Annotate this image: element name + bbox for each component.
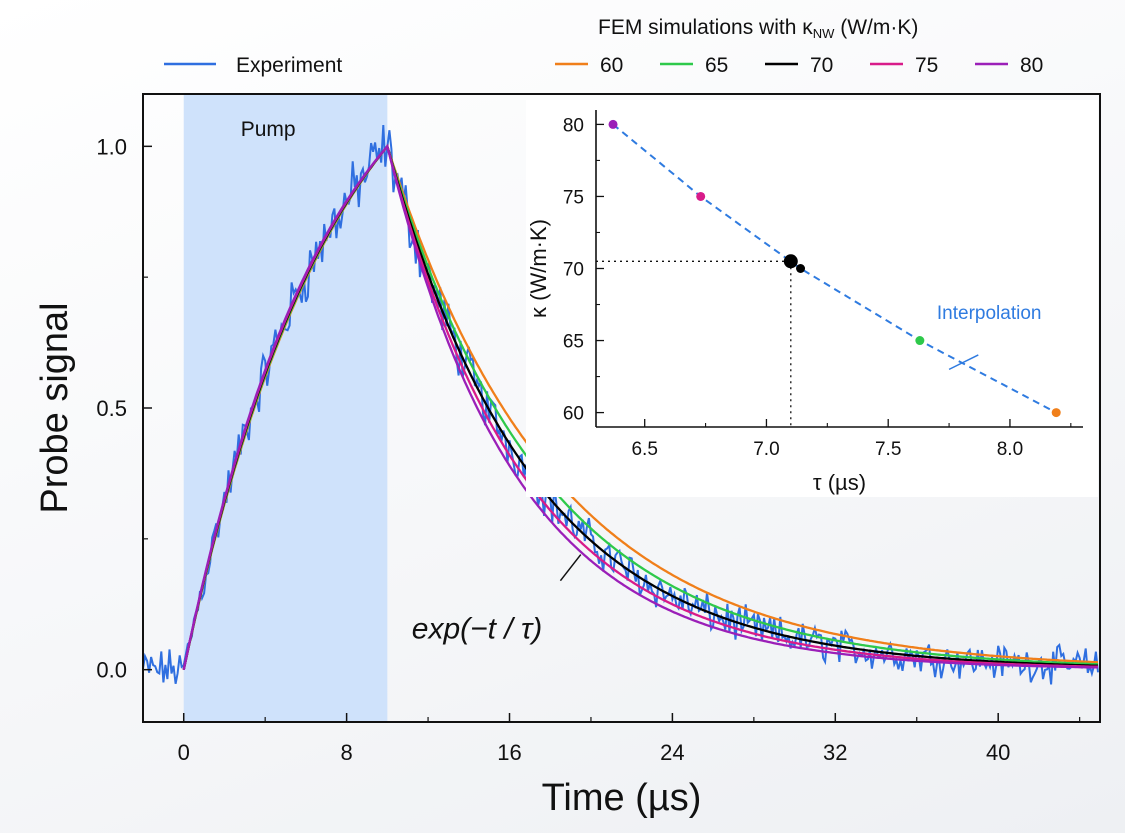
main-axes-ticks: 0 8 16 24 32 40 0.0 0.5 1.0 — [96, 134, 1081, 765]
series-fem-80-line — [182, 143, 1099, 670]
inset-axes: 6.5 7.0 7.5 8.0 60 65 70 75 80 — [563, 110, 1083, 460]
x-tick-label: 0 — [178, 740, 190, 765]
legend-fem-65-label: 65 — [705, 54, 728, 77]
legend-fem-70-label: 70 — [810, 54, 833, 77]
interpolation-pointer — [948, 354, 979, 371]
inset-content — [596, 119, 1061, 427]
legend-fem-title: FEM simulations with κNW (W/m·K) — [598, 16, 918, 41]
inset-y-tick-label: 80 — [563, 115, 584, 136]
inset-x-tick-label: 8.0 — [997, 439, 1023, 460]
x-tick-label: 40 — [986, 740, 1010, 765]
x-tick-label: 24 — [660, 740, 684, 765]
inset-x-tick-label: 7.0 — [753, 439, 779, 460]
main-plot: Pump exp(−t / τ) 0 8 16 24 32 40 0.0 0.5 1.0 Tim… — [34, 93, 1101, 819]
inset-background — [526, 100, 1098, 497]
inset-y-axis-label: κ (W/m·K) — [526, 219, 551, 318]
inset-y-tick-label: 75 — [563, 187, 584, 208]
y-tick-label: 1.0 — [96, 134, 127, 159]
inset-x-axis-label: τ (µs) — [813, 470, 866, 495]
y-axis-label: Probe signal — [34, 302, 76, 513]
legend-fem-75-label: 75 — [915, 54, 938, 77]
inset-y-tick-label: 65 — [563, 332, 584, 353]
inset-y-tick-label: 70 — [563, 260, 584, 281]
y-tick-label: 0.0 — [96, 658, 127, 683]
pump-label: Pump — [241, 118, 296, 141]
tau-pointer — [559, 554, 582, 582]
inset-point — [796, 264, 806, 273]
inset-point — [915, 336, 925, 346]
inset-y-tick-label: 60 — [563, 404, 584, 425]
x-tick-label: 16 — [497, 740, 521, 765]
main-series — [142, 125, 1099, 685]
inset-x-tick-label: 7.5 — [875, 439, 901, 460]
inset-x-tick-label: 6.5 — [631, 439, 657, 460]
y-tick-label: 0.5 — [96, 396, 127, 421]
interpolation-label: Interpolation — [937, 303, 1042, 324]
tau-annotation: exp(−t / τ) — [412, 612, 542, 645]
result-point — [783, 254, 798, 269]
legend-fem-80-label: 80 — [1020, 54, 1043, 77]
legend-fem-60-label: 60 — [600, 54, 623, 77]
inset-plot: Interpolation 6.5 7.0 7.5 8.0 60 65 70 75 80 τ (… — [526, 100, 1098, 497]
interpolation-curve — [612, 123, 1057, 414]
legend-experiment-label: Experiment — [236, 54, 342, 77]
pump-region — [183, 94, 388, 722]
inset-point — [608, 119, 618, 129]
legend: Experiment FEM simulations with κNW (W/m… — [164, 16, 1043, 77]
x-tick-label: 32 — [823, 740, 847, 765]
x-axis-label: Time (µs) — [542, 777, 702, 819]
inset-point — [1051, 408, 1061, 418]
x-tick-label: 8 — [340, 740, 352, 765]
inset-point — [696, 191, 706, 201]
legend-fem-items: 60 65 70 75 80 — [555, 54, 1043, 77]
